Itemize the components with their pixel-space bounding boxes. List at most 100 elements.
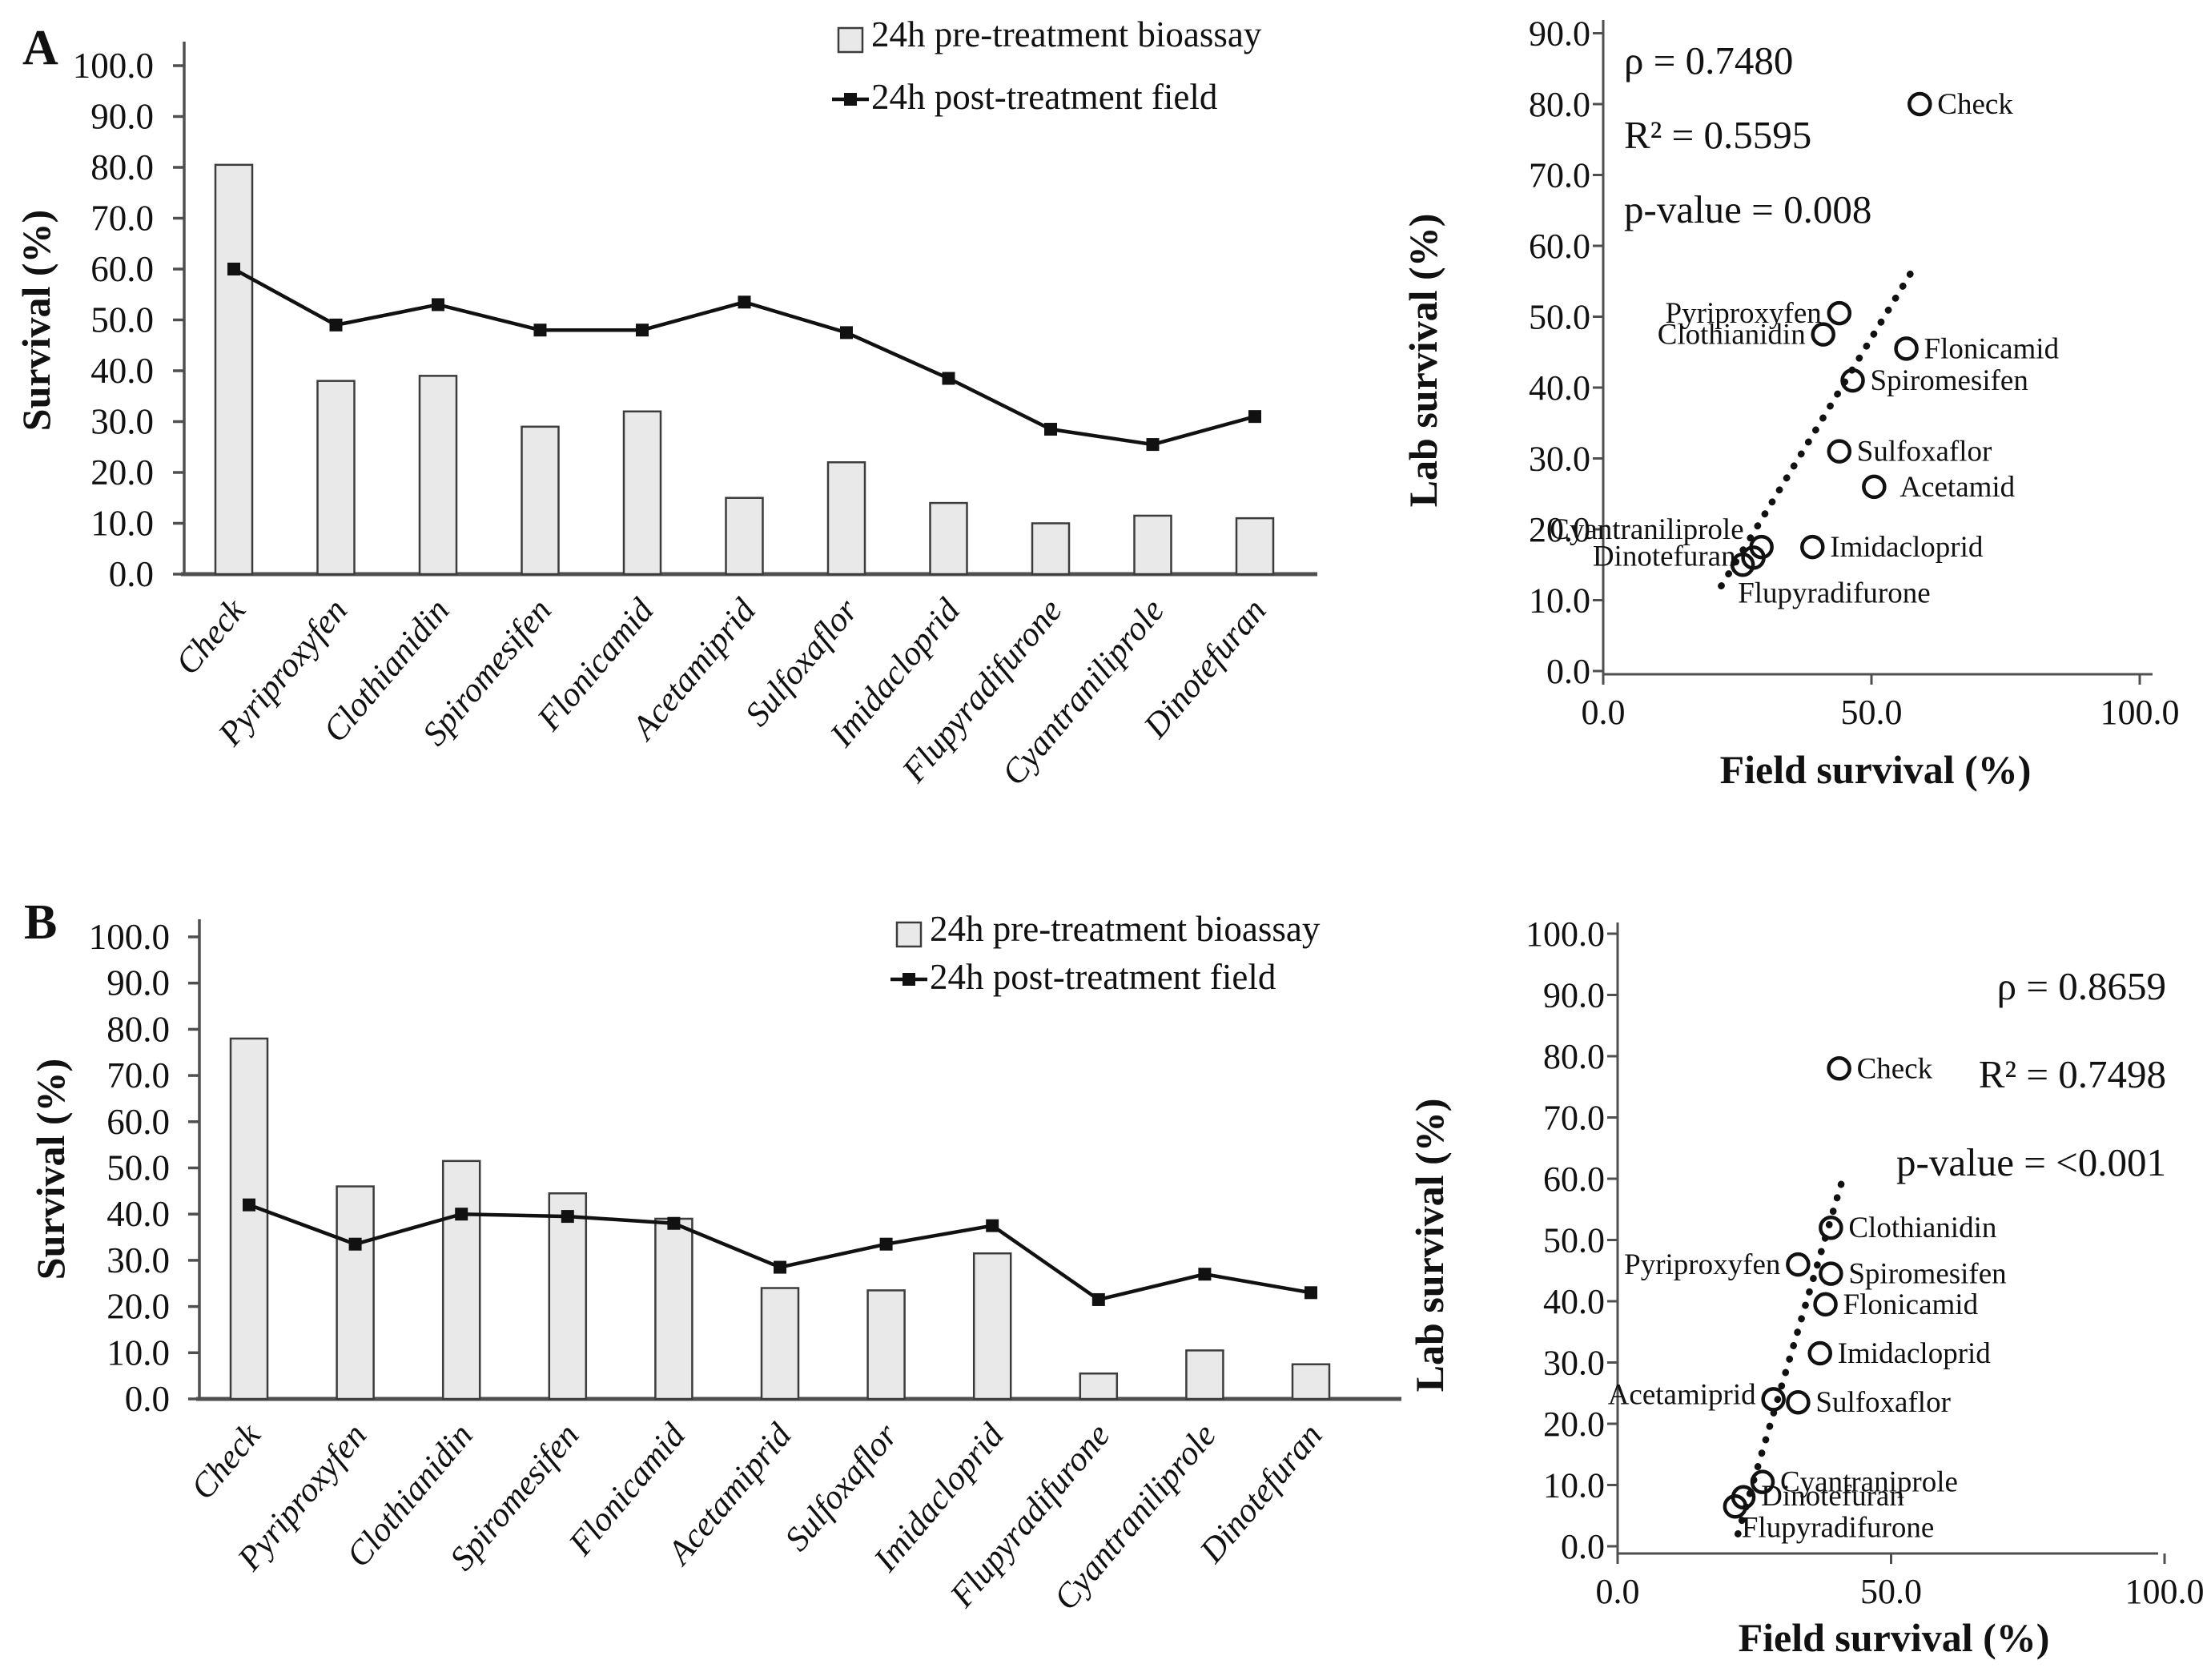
scatter-point-Flonicamid <box>1813 1292 1838 1317</box>
y-tick-label: 90.0 <box>107 963 170 1003</box>
line-marker-Cyantraniliprole <box>1198 1268 1212 1281</box>
y-tick-label: 60.0 <box>107 1102 170 1142</box>
y-tick-label: 50.0 <box>90 300 154 340</box>
y-tick-label: 90.0 <box>1529 14 1590 54</box>
y-tick-label: 90.0 <box>1543 976 1605 1015</box>
y-tick-label: 30.0 <box>1529 440 1590 479</box>
y-tick-label: 10.0 <box>1529 581 1590 621</box>
trend-line <box>1735 1178 1846 1537</box>
point-label-Sulfoxaflor: Sulfoxaflor <box>1857 436 1992 468</box>
y-tick-label: 60.0 <box>90 249 154 289</box>
point-label-Check: Check <box>1937 88 2013 121</box>
scatter-point-Sulfoxaflor <box>1827 439 1852 464</box>
bar-Cyantraniliprole <box>1133 514 1172 576</box>
scatter-point-Acetamid <box>1862 474 1887 500</box>
line-marker-Spiromesifen <box>533 324 547 337</box>
bar-Dinotefuran <box>1291 1363 1331 1401</box>
point-label-Dinotefuran: Dinotefuran <box>1593 540 1736 573</box>
y-tick-label: 30.0 <box>107 1240 170 1280</box>
y-tick-label: 20.0 <box>107 1287 170 1327</box>
line-marker-Pyriproxyfen <box>348 1237 362 1251</box>
point-label-Check: Check <box>1857 1052 1933 1085</box>
bar-Flupyradifurone <box>1079 1373 1119 1401</box>
panel-a-bar-line-chart: 0.0 10.0 20.0 30.0 40.0 50.0 60.0 70.0 80.0 90.0 1… <box>14 14 1317 793</box>
bar-Clothianidin <box>418 375 458 576</box>
line-marker-Acetamiprid <box>738 295 751 309</box>
bar-Cyantraniliprole <box>1185 1349 1224 1401</box>
line-marker-Imidacloprid <box>942 372 955 385</box>
scatter-point-Clothianidin <box>1811 322 1835 347</box>
bar-Check <box>214 163 254 576</box>
scatter-point-Imidacloprid <box>1807 1340 1832 1366</box>
y-tick-label: 20.0 <box>1543 1405 1605 1444</box>
legend-label-bar: 24h pre-treatment bioassay <box>871 14 1262 54</box>
scatter-point-Pyriproxyfen <box>1786 1252 1811 1277</box>
bar-Flupyradifurone <box>1031 522 1071 576</box>
line-marker-Check <box>243 1198 255 1212</box>
line-marker-Acetamiprid <box>774 1260 786 1274</box>
data-line <box>232 267 1256 447</box>
y-tick-label: 10.0 <box>1543 1466 1605 1505</box>
trend-line <box>1718 263 1918 590</box>
bar-Spiromesifen <box>521 425 560 576</box>
point-label-Imidacloprid: Imidacloprid <box>1830 531 1984 564</box>
y-tick-label: 40.0 <box>107 1194 170 1234</box>
bar-Pyriproxyfen <box>336 1185 375 1401</box>
y-tick-label: 30.0 <box>1543 1344 1605 1383</box>
scatter-point-Imidacloprid <box>1800 534 1825 560</box>
x-tick-label: 50.0 <box>1841 693 1903 732</box>
bar-Clothianidin <box>441 1160 481 1401</box>
panel-b-bar-line-chart: 0.0 10.0 20.0 30.0 40.0 50.0 60.0 70.0 80.0 90.0 1… <box>24 895 1401 1618</box>
y-tick-label: 60.0 <box>1543 1160 1605 1199</box>
point-label-Flupyradifurone: Flupyradifurone <box>1738 577 1930 609</box>
line-marker-Dinotefuran <box>1305 1286 1317 1300</box>
point-label-Dinotefuran: Dinotefuran <box>1761 1480 1904 1513</box>
y-tick-label: 50.0 <box>107 1148 170 1188</box>
point-label-Flonicamid: Flonicamid <box>1843 1288 1979 1321</box>
line-marker-Pyriproxyfen <box>329 318 343 332</box>
line-marker-Clothianidin <box>432 298 444 311</box>
legend-label-line: 24h post-treatment field <box>871 77 1217 117</box>
point-label-Pyriproxyfen: Pyriproxyfen <box>1666 297 1822 330</box>
point-label-Imidacloprid: Imidacloprid <box>1838 1337 1992 1370</box>
scatter-point-Check <box>1827 1056 1851 1081</box>
line-marker-Cyantraniliprole <box>1146 438 1160 452</box>
line-marker-Imidacloprid <box>986 1219 999 1232</box>
line-marker-Sulfoxaflor <box>840 326 853 340</box>
stats-text: p-value = 0.008 <box>1624 187 1871 231</box>
point-label-Cyantraniprole: Cyantraniprole <box>1780 1466 1958 1499</box>
scatter-point-Sulfoxaflor <box>1786 1389 1811 1415</box>
stats-text: p-value = <0.001 <box>1896 1140 2166 1184</box>
point-label-Spiromesifen: Spiromesifen <box>1871 364 2028 397</box>
line-marker-Flupyradifurone <box>1044 423 1057 436</box>
bar-Spiromesifen <box>548 1192 588 1401</box>
scatter-point-Check <box>1908 91 1932 117</box>
point-label-Pyriproxyfen: Pyriproxyfen <box>1624 1248 1780 1281</box>
line-marker-Flonicamid <box>636 324 649 337</box>
y-tick-label: 70.0 <box>1529 156 1590 195</box>
category-label: Check <box>184 1417 269 1507</box>
bar-Imidacloprid <box>929 501 968 576</box>
point-label-Clothianidin: Clothianidin <box>1848 1212 1996 1244</box>
x-tick-label: 0.0 <box>1582 693 1626 732</box>
data-line <box>248 1203 1312 1302</box>
point-label-Cyantraniliprole: Cyantraniliprole <box>1550 513 1744 546</box>
scatter-point-Spiromesifen <box>1840 368 1865 393</box>
bar-Check <box>229 1037 269 1401</box>
point-label-Sulfoxaflor: Sulfoxaflor <box>1815 1386 1951 1419</box>
y-tick-label: 0.0 <box>109 554 154 594</box>
legend-line-marker <box>844 93 857 106</box>
stats-text: R² = 0.7498 <box>1979 1052 2166 1096</box>
y-tick-label: 0.0 <box>125 1379 170 1419</box>
x-tick-label: 50.0 <box>1860 1572 1922 1611</box>
y-tick-label: 80.0 <box>107 1009 170 1049</box>
scatter-point-Flonicamid <box>1894 336 1919 361</box>
y-tick-label: 0.0 <box>1546 652 1590 691</box>
panel-a-scatter-plot: 0.0 10.0 20.0 30.0 40.0 50.0 60.0 70.0 80.0 90.0 0… <box>1401 14 2180 793</box>
y-tick-label: 0.0 <box>1561 1527 1605 1566</box>
line-marker-Check <box>227 263 240 275</box>
line-marker-Flonicamid <box>667 1216 681 1230</box>
y-tick-label: 80.0 <box>90 147 154 187</box>
bar-Acetamiprid <box>725 496 764 576</box>
